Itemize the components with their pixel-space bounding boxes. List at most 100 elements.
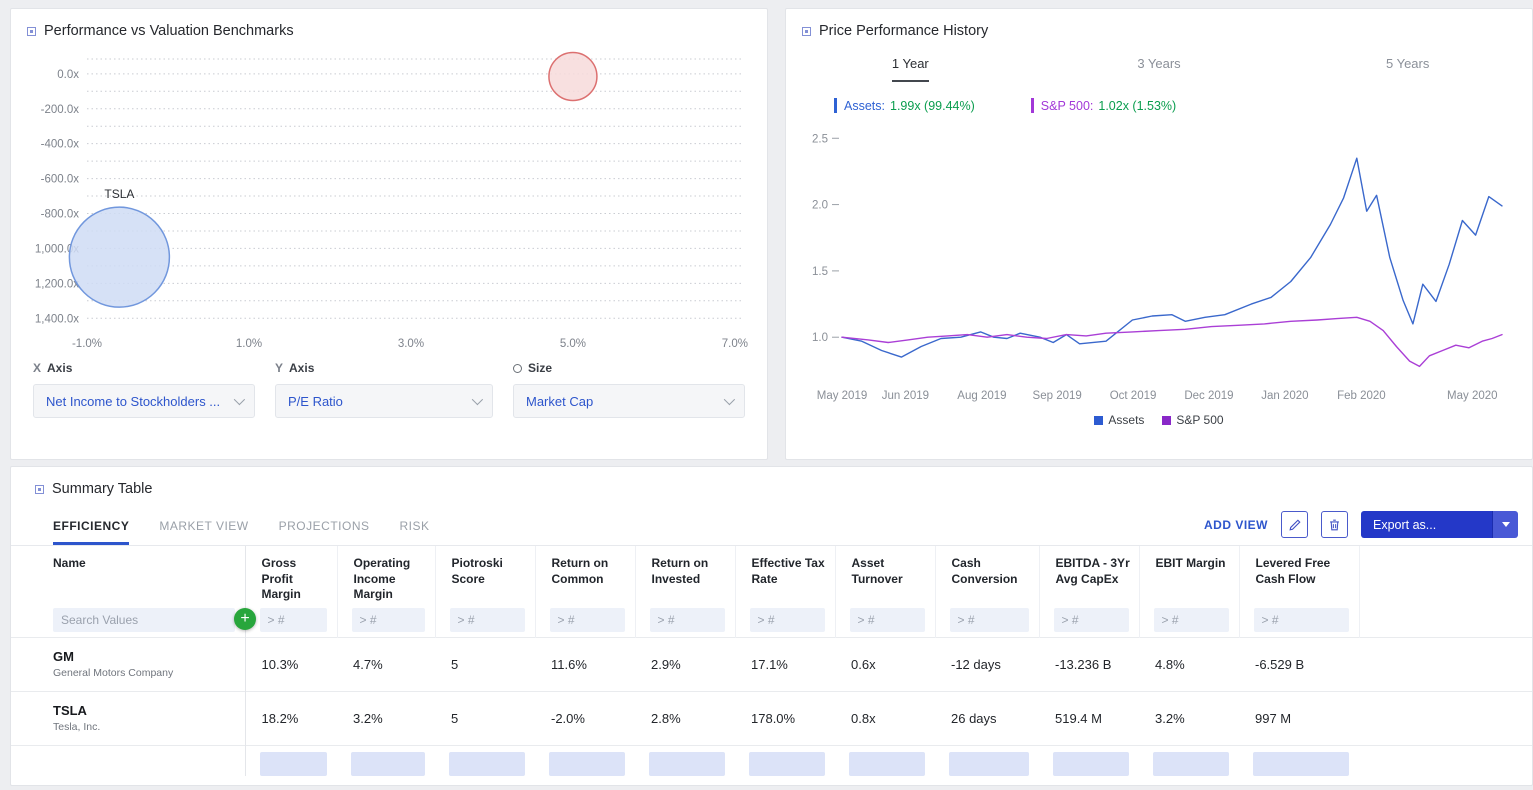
y-tick-label: -200.0x	[41, 104, 80, 116]
cell-value: 0.6x	[835, 636, 935, 692]
y-tick-label: 1,200.0x	[35, 278, 79, 290]
series-label: Assets	[1108, 413, 1145, 427]
ticker[interactable]: TSLA	[53, 703, 87, 719]
legend-name: Assets:	[844, 98, 885, 113]
tab-1-year[interactable]: 1 Year	[891, 56, 929, 82]
filter-input[interactable]	[259, 607, 327, 632]
tab-5-years[interactable]: 5 Years	[1385, 56, 1430, 71]
company-name: Tesla, Inc.	[53, 721, 101, 734]
filter-input[interactable]	[549, 607, 625, 632]
filter-input[interactable]	[1053, 607, 1129, 632]
delete-view-button[interactable]	[1321, 511, 1348, 538]
x-tick-label: Aug 2019	[957, 390, 1006, 402]
size-select[interactable]: Market Cap	[513, 384, 745, 418]
partial-cell	[649, 751, 725, 776]
y-axis-label: Y Axis	[275, 361, 493, 375]
column-header-name[interactable]: Name	[11, 546, 246, 603]
tab-risk[interactable]: RISK	[399, 519, 430, 533]
column-header-asset-turnover[interactable]: Asset Turnover	[835, 546, 936, 603]
panel-title: Price Performance History	[819, 23, 989, 39]
cell-value: -6.529 B	[1239, 636, 1359, 692]
cell-value: 26 days	[935, 690, 1039, 746]
filter-input[interactable]	[449, 607, 525, 632]
y-tick-label: -400.0x	[41, 139, 80, 151]
column-header-gross-profit-margin[interactable]: Gross Profit Margin	[245, 546, 338, 603]
x-tick-label: May 2020	[1447, 390, 1498, 402]
add-row-button[interactable]: +	[234, 608, 256, 630]
tab-3-years[interactable]: 3 Years	[1137, 56, 1181, 71]
summary-table-wrap: Name Gross Profit Margin Operating Income …	[11, 546, 1532, 776]
tab-market-view[interactable]: MARKET VIEW	[159, 519, 249, 533]
x-tick-label: Jun 2019	[882, 390, 929, 402]
export-dropdown-arrow-icon[interactable]	[1492, 511, 1518, 538]
assets-swatch-icon	[1094, 415, 1104, 425]
table-row-tsla[interactable]: TSLA Tesla, Inc. 18.2% 3.2% 5 -2.0% 2.8% 178.0%…	[11, 690, 1532, 746]
ticker[interactable]: GM	[53, 649, 74, 665]
series-legend-assets[interactable]: Assets	[1094, 413, 1144, 427]
tab-efficiency[interactable]: EFFICIENCY	[53, 519, 130, 545]
column-header-piotroski-score[interactable]: Piotroski Score	[435, 546, 536, 603]
x-tick-label: -1.0%	[72, 338, 102, 350]
y-axis-select[interactable]: P/E Ratio	[275, 384, 493, 418]
x-tick-label: Feb 2020	[1337, 390, 1386, 402]
column-header-return-on-common[interactable]: Return on Common	[535, 546, 636, 603]
x-tick-label: Sep 2019	[1033, 390, 1082, 402]
column-header-ebitda-3yr-avg-capex[interactable]: EBITDA - 3Yr Avg CapEx	[1039, 546, 1140, 603]
x-tick-label: Oct 2019	[1110, 390, 1157, 402]
column-header-return-on-invested[interactable]: Return on Invested	[635, 546, 736, 603]
filter-input[interactable]	[949, 607, 1029, 632]
x-tick-label: Dec 2019	[1184, 390, 1233, 402]
filter-input[interactable]	[649, 607, 725, 632]
cell-value: 10.3%	[245, 636, 337, 692]
search-values-input[interactable]	[53, 607, 235, 632]
column-header-operating-income-margin[interactable]: Operating Income Margin	[337, 546, 436, 603]
filter-input[interactable]	[1153, 607, 1229, 632]
legend-item-assets: Assets: 1.99x (99.44%)	[834, 98, 975, 113]
legend-value: 1.99x (99.44%)	[890, 98, 975, 113]
header-row: Name Gross Profit Margin Operating Income …	[11, 546, 1532, 603]
scatter-bubble[interactable]	[548, 51, 598, 102]
top-row: Performance vs Valuation Benchmarks 0.0x…	[10, 8, 1533, 460]
filter-input[interactable]	[1253, 607, 1349, 632]
column-header-ebit-margin[interactable]: EBIT Margin	[1139, 546, 1240, 603]
table-row-gm[interactable]: GM General Motors Company 10.3% 4.7% 5 11.6% 2…	[11, 636, 1532, 692]
series-label: S&P 500	[1176, 413, 1224, 427]
panel-price-performance-history: Price Performance History 1 Year 3 Years…	[785, 8, 1533, 460]
partial-cell	[1253, 751, 1349, 776]
column-header-levered-free-cash-flow[interactable]: Levered Free Cash Flow	[1239, 546, 1360, 603]
tab-projections[interactable]: PROJECTIONS	[278, 519, 370, 533]
x-tick-label: Jan 2020	[1261, 390, 1308, 402]
filter-input[interactable]	[351, 607, 425, 632]
x-axis-select[interactable]: Net Income to Stockholders ...	[33, 384, 255, 418]
column-header-effective-tax-rate[interactable]: Effective Tax Rate	[735, 546, 836, 603]
cell-value: 3.2%	[337, 690, 435, 746]
x-axis-value: Net Income to Stockholders ...	[46, 393, 221, 409]
size-label: Size	[513, 361, 745, 375]
cell-value: 2.9%	[635, 636, 735, 692]
series-line-s-p-500[interactable]	[841, 316, 1503, 368]
series-legend-sp500[interactable]: S&P 500	[1162, 413, 1224, 427]
filter-input[interactable]	[749, 607, 825, 632]
y-axis-control: Y Axis P/E Ratio	[275, 361, 493, 418]
chevron-down-icon	[723, 393, 736, 406]
performance-legend: Assets: 1.99x (99.44%) S&P 500: 1.02x (1…	[834, 98, 1532, 113]
axis-controls: X Axis Net Income to Stockholders ... Y …	[11, 355, 767, 418]
cell-value: 178.0%	[735, 690, 835, 746]
chevron-down-icon	[471, 393, 484, 406]
scatter-bubble-tsla[interactable]	[68, 206, 171, 308]
add-view-button[interactable]: ADD VIEW	[1204, 517, 1268, 532]
view-tabs: EFFICIENCY MARKET VIEW PROJECTIONS RISK	[53, 519, 430, 545]
pencil-icon	[1288, 518, 1301, 531]
panel-widget-icon	[802, 26, 811, 36]
toolbar-right: ADD VIEW Export as...	[1204, 511, 1518, 538]
export-as-button[interactable]: Export as...	[1361, 511, 1518, 538]
summary-table: Name Gross Profit Margin Operating Income …	[11, 546, 1532, 776]
cell-value: 5	[435, 690, 535, 746]
column-header-cash-conversion[interactable]: Cash Conversion	[935, 546, 1040, 603]
legend-name: S&P 500:	[1040, 98, 1094, 113]
y-axis-prefix: Y	[275, 361, 284, 375]
filter-input[interactable]	[849, 607, 925, 632]
series-line-assets[interactable]	[841, 157, 1503, 358]
company-name: General Motors Company	[53, 667, 174, 680]
edit-view-button[interactable]	[1281, 511, 1308, 538]
